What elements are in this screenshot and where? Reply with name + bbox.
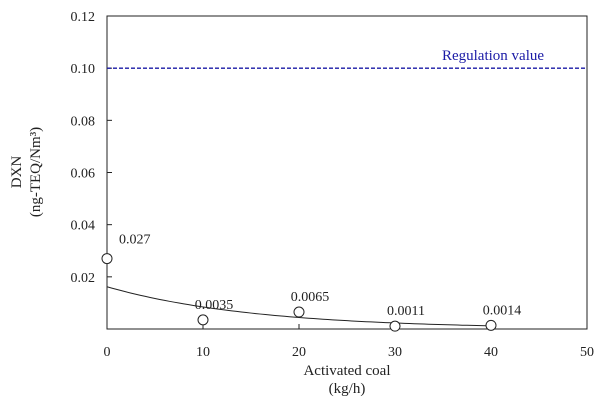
data-label: 0.027 (119, 233, 151, 248)
x-axis: 0 10 20 30 40 50 (104, 324, 594, 360)
x-tick-label: 30 (388, 345, 402, 360)
y-tick-label: 0.12 (71, 10, 96, 25)
x-axis-label-line1: Activated coal (303, 363, 390, 379)
y-tick-label: 0.08 (71, 114, 96, 129)
y-tick-label: 0.10 (71, 62, 96, 77)
y-axis-label-line1: DXN (9, 156, 25, 189)
regulation-label: Regulation value (442, 48, 544, 64)
y-axis: 0.02 0.04 0.06 0.08 0.10 0.12 (71, 10, 112, 286)
y-tick-label: 0.04 (71, 219, 96, 234)
data-point (389, 320, 401, 332)
y-tick-label: 0.02 (71, 271, 96, 286)
y-tick-label: 0.06 (71, 167, 96, 182)
x-tick-label: 10 (196, 345, 210, 360)
data-point (485, 319, 497, 331)
x-axis-label-line2: (kg/h) (329, 381, 366, 397)
data-point (101, 253, 113, 265)
data-label: 0.0065 (291, 290, 330, 305)
regulation-line-group: Regulation value (107, 48, 587, 69)
data-label: 0.0011 (387, 304, 425, 319)
data-points: 0.027 0.0035 0.0065 0.0011 0.0014 (101, 233, 522, 332)
x-tick-label: 0 (104, 345, 111, 360)
x-tick-label: 40 (484, 345, 498, 360)
data-point (293, 306, 305, 318)
data-label: 0.0035 (195, 298, 234, 313)
y-axis-label-line2: (ng-TEQ/Nm³) (28, 127, 44, 217)
x-tick-label: 20 (292, 345, 306, 360)
x-tick-label: 50 (580, 345, 594, 360)
data-point (197, 314, 209, 326)
data-label: 0.0014 (483, 303, 522, 318)
